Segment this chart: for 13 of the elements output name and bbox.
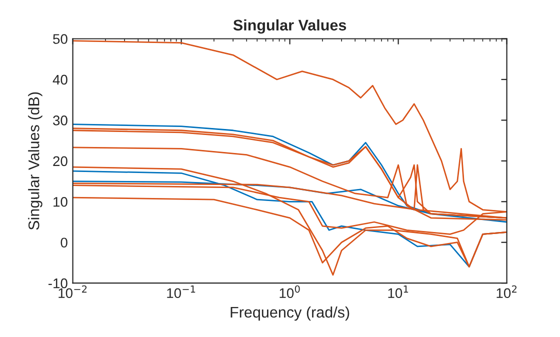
y-tick-label: 20 xyxy=(53,156,68,166)
x-tick-label: 10$^{0}$ xyxy=(280,285,300,298)
y-tick-label: 40 xyxy=(52,74,68,85)
x-axis-title: Frequency (rad/s) xyxy=(230,306,350,321)
y-tick-label: 10 xyxy=(54,196,68,207)
x-tick-label: 10$^{1}$ xyxy=(388,286,408,298)
y-axis-title: Singular Values (dB) xyxy=(28,92,42,230)
y-tick-label: 30 xyxy=(53,116,68,126)
chart-title: Singular Values xyxy=(233,19,346,34)
x-tick-label: 10$^{−1}$ xyxy=(167,286,196,298)
x-tick-label: 10$^{2}$ xyxy=(496,285,516,298)
y-tick-label: 0 xyxy=(60,238,68,248)
y-tick-label: 50 xyxy=(53,34,68,44)
